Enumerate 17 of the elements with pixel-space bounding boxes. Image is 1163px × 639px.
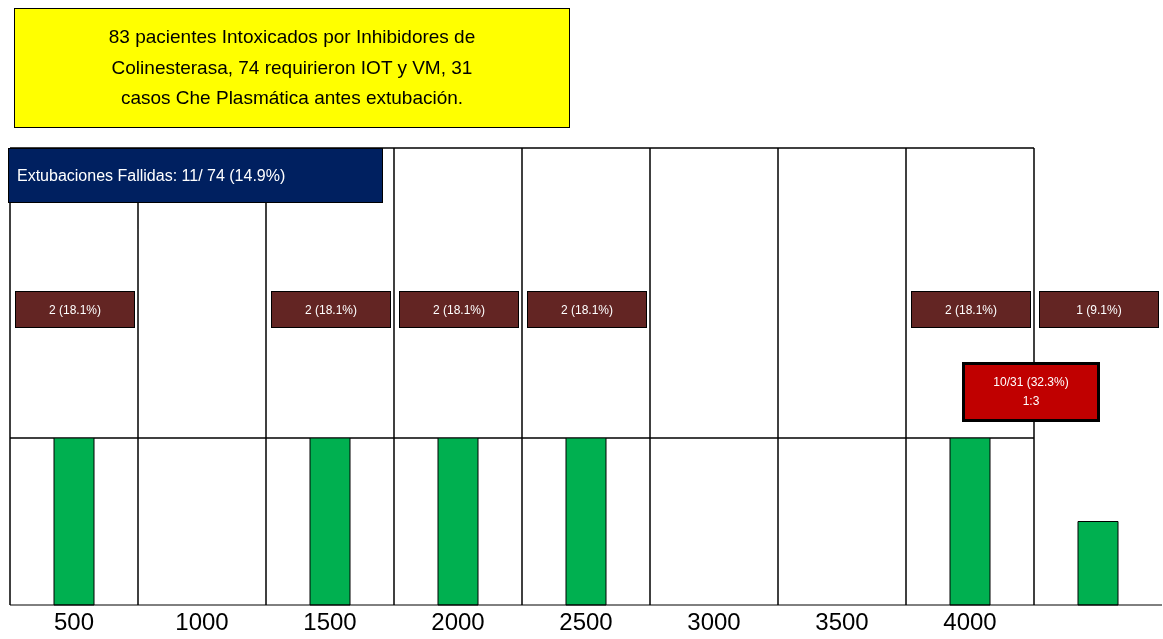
x-tick-label: 500 [53,608,95,636]
chart-subtitle: Extubaciones Fallidas: 11/ 74 (14.9%) [8,148,383,203]
chart-title: 83 pacientes Intoxicados por Inhibidores de Colinesterasa, 74 requirieron IOT y VM, 31 casos Che Plasmática antes extubación. [14,8,570,128]
data-label: 2 (18.1%) [911,291,1031,328]
x-tick-label: 2000 [431,608,485,636]
data-label: 2 (18.1%) [527,291,647,328]
x-tick-label: 2500 [559,608,613,636]
x-tick-label: 4000 [943,608,997,636]
x-tick-label: 1500 [303,608,357,636]
data-label: 2 (18.1%) [399,291,519,328]
x-tick-label: 1000 [175,608,229,636]
data-label: 2 (18.1%) [15,291,135,328]
x-tick-label: 3500 [815,608,869,636]
data-label: 2 (18.1%) [271,291,391,328]
text: 10/31 (32.3%) 1:3 [962,362,1100,422]
x-tick-label: 3000 [687,608,741,636]
data-label: 1 (9.1%) [1039,291,1159,328]
